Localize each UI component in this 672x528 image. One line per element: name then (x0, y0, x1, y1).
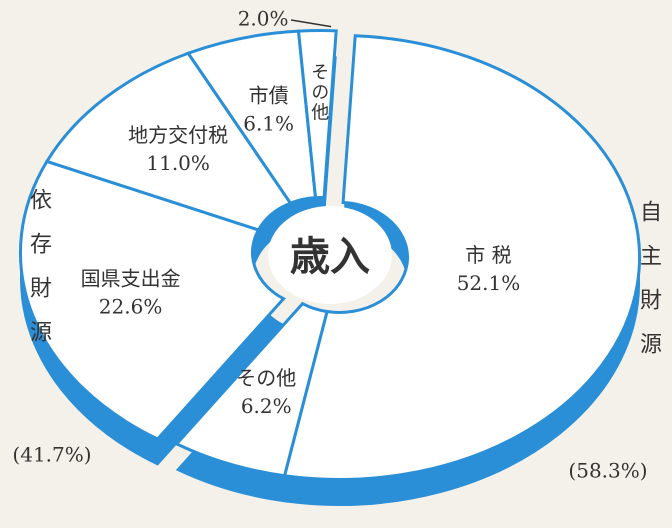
slice (44, 51, 293, 232)
slice-label: 市債 (249, 84, 289, 108)
slice-label: 市 税 (465, 243, 511, 267)
group-value-label: (41.7%) (12, 443, 91, 467)
slice (282, 34, 642, 481)
slice-label: 地方交付税 (128, 123, 228, 147)
value-label: 52.1% (457, 271, 521, 295)
slice-label: その他 (236, 366, 296, 390)
value-label: 6.2% (241, 394, 292, 418)
value-label: 2.0% (238, 7, 289, 31)
chart-title: 歳入 (290, 234, 370, 280)
center-hole (268, 206, 392, 304)
group-label: 自主財源 (636, 200, 662, 376)
slice-layer (18, 29, 642, 481)
value-label: 6.1% (243, 112, 294, 136)
slice-label: 国県支出金 (81, 267, 181, 291)
leader-line (290, 19, 332, 28)
value-label: 11.0% (146, 151, 210, 175)
slice-label: その他 (308, 63, 329, 123)
slice (18, 159, 286, 441)
group-value-label: (58.3%) (568, 459, 647, 483)
label-layer: 市 税 52.1% その他 6.2% 国県支出金 22.6% 地方交付税 11.0% 市債 6.1… (12, 7, 662, 483)
group-label: 依存財源 (26, 188, 52, 364)
slice (296, 29, 338, 200)
slice (174, 301, 329, 478)
value-label: 22.6% (99, 295, 163, 319)
